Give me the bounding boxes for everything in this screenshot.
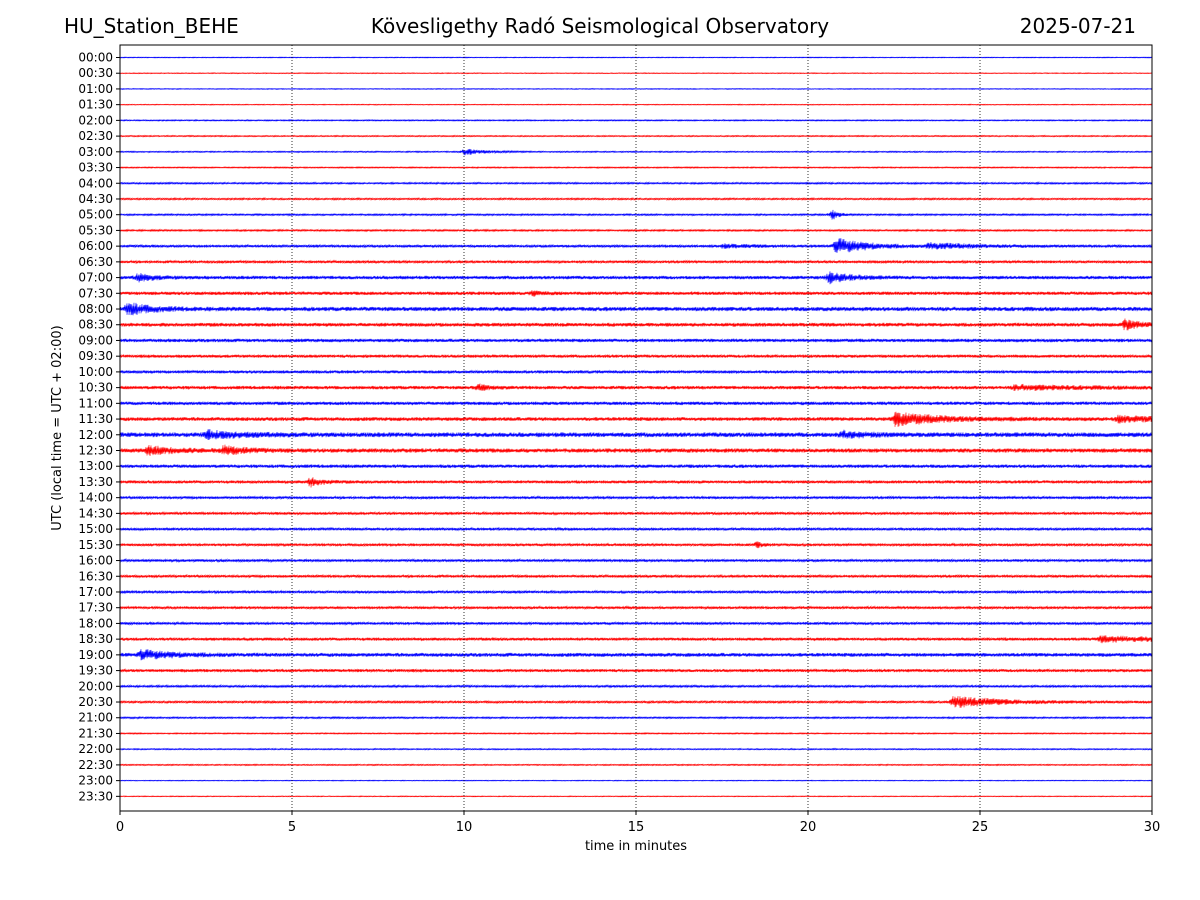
y-tick-label: 16:00 <box>78 554 113 568</box>
y-tick-label: 11:00 <box>78 396 113 410</box>
y-tick-label: 07:00 <box>78 271 113 285</box>
y-tick-label: 02:00 <box>78 113 113 127</box>
y-tick-label: 08:30 <box>78 318 113 332</box>
y-tick-label: 07:30 <box>78 286 113 300</box>
x-tick-label: 15 <box>628 820 645 835</box>
y-tick-label: 06:30 <box>78 255 113 269</box>
y-tick-label: 19:00 <box>78 648 113 662</box>
y-tick-label: 05:00 <box>78 208 113 222</box>
y-tick-label: 13:30 <box>78 475 113 489</box>
y-tick-label: 23:00 <box>78 774 113 788</box>
y-tick-label: 10:30 <box>78 381 113 395</box>
y-tick-label: 14:30 <box>78 506 113 520</box>
trace-row <box>119 747 1153 751</box>
x-tick-label: 30 <box>1144 820 1161 835</box>
x-tick-label: 20 <box>800 820 817 835</box>
y-tick-label: 21:30 <box>78 726 113 740</box>
y-tick-label: 21:00 <box>78 711 113 725</box>
x-tick-label: 0 <box>116 820 124 835</box>
trace-row <box>119 541 1153 549</box>
trace-row <box>119 495 1153 501</box>
trace-row <box>119 209 1153 220</box>
trace-row <box>119 696 1153 708</box>
y-tick-label: 03:30 <box>78 161 113 175</box>
y-tick-label: 05:30 <box>78 223 113 237</box>
y-tick-label: 06:00 <box>78 239 113 253</box>
y-tick-label: 17:30 <box>78 601 113 615</box>
y-tick-label: 17:00 <box>78 585 113 599</box>
y-tick-label: 09:30 <box>78 349 113 363</box>
trace-row <box>119 477 1153 488</box>
trace-row <box>119 668 1153 673</box>
grid-group <box>291 45 981 811</box>
y-tick-label: 13:00 <box>78 459 113 473</box>
y-tick-label: 00:30 <box>78 66 113 80</box>
date-title: 2025-07-21 <box>1019 14 1136 38</box>
trace-row <box>119 620 1153 626</box>
y-tick-label: 08:00 <box>78 302 113 316</box>
y-tick-label: 01:00 <box>78 82 113 96</box>
y-tick-label: 22:00 <box>78 742 113 756</box>
y-tick-label: 15:00 <box>78 522 113 536</box>
x-tick-label: 10 <box>456 820 473 835</box>
y-tick-label: 19:30 <box>78 664 113 678</box>
trace-row <box>119 148 1153 156</box>
trace-row <box>119 353 1153 359</box>
y-tick-label: 18:30 <box>78 632 113 646</box>
y-tick-label: 01:30 <box>78 98 113 112</box>
y-tick-label: 04:00 <box>78 176 113 190</box>
y-tick-label: 14:00 <box>78 491 113 505</box>
observatory-title: Kövesligethy Radó Seismological Observat… <box>370 14 830 38</box>
y-tick-label: 20:00 <box>78 679 113 693</box>
x-tick-label: 25 <box>972 820 989 835</box>
trace-row <box>119 103 1153 106</box>
y-tick-label: 23:30 <box>78 789 113 803</box>
y-tick-label: 12:00 <box>78 428 113 442</box>
y-tick-label: 10:00 <box>78 365 113 379</box>
y-tick-label: 12:30 <box>78 444 113 458</box>
x-tick-label: 5 <box>288 820 296 835</box>
y-axis-label: UTC (local time = UTC + 02:00) <box>50 325 65 530</box>
trace-row <box>119 318 1153 331</box>
y-tick-label: 04:30 <box>78 192 113 206</box>
trace-row <box>119 731 1153 735</box>
x-axis-label: time in minutes <box>585 839 687 854</box>
y-tick-label: 02:30 <box>78 129 113 143</box>
y-tick-label: 11:30 <box>78 412 113 426</box>
station-title: HU_Station_BEHE <box>64 14 239 38</box>
y-tick-label: 16:30 <box>78 569 113 583</box>
y-tick-label: 22:30 <box>78 758 113 772</box>
y-tick-label: 00:00 <box>78 51 113 65</box>
trace-row <box>119 87 1153 91</box>
x-axis: 0 5 10 15 20 25 30 <box>116 811 1160 835</box>
y-tick-label: 03:00 <box>78 145 113 159</box>
trace-row <box>119 795 1153 798</box>
y-tick-label: 15:30 <box>78 538 113 552</box>
trace-row <box>119 166 1153 170</box>
y-tick-label: 18:00 <box>78 616 113 630</box>
y-tick-label: 20:30 <box>78 695 113 709</box>
y-tick-label: 09:00 <box>78 333 113 347</box>
trace-row <box>119 684 1153 689</box>
